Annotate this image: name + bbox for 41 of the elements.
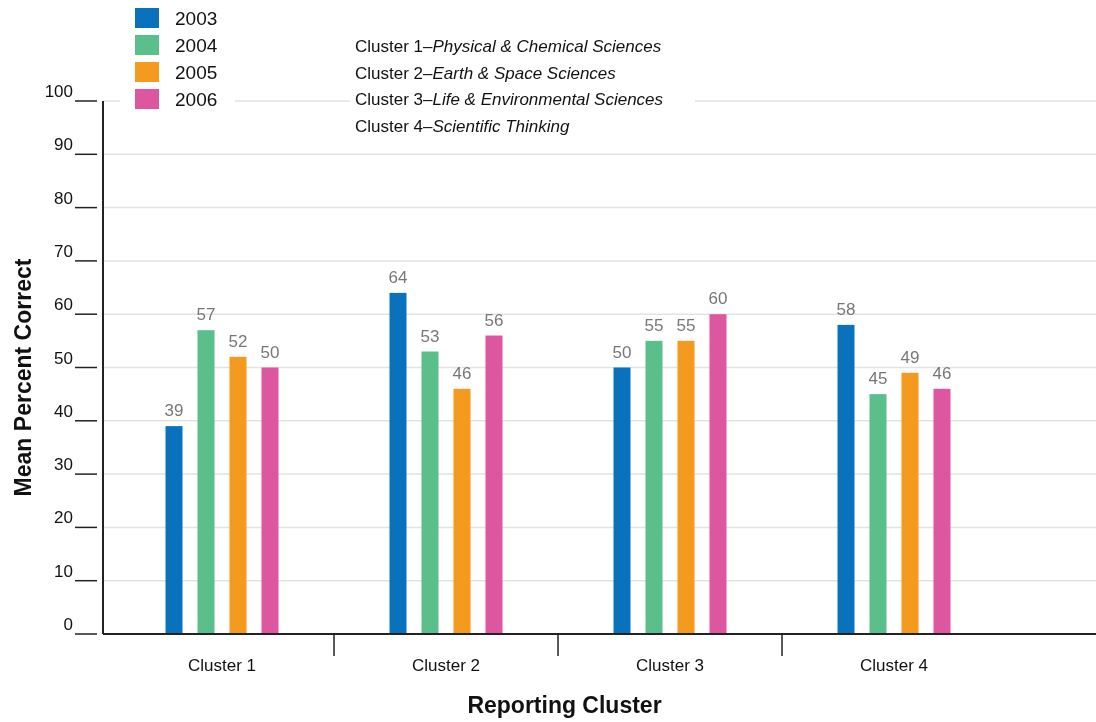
data-label: 57: [196, 305, 216, 325]
text: Cluster 2–Earth & Space Sciences: [355, 63, 617, 83]
y-tick-label: 50: [54, 348, 73, 368]
legend-label: 2004: [175, 35, 218, 56]
data-label: 55: [644, 315, 664, 335]
data-label: 55: [676, 315, 696, 335]
x-axis-title: Reporting Cluster: [467, 692, 662, 718]
data-label: 46: [452, 363, 472, 383]
x-tick-label: Cluster 1: [187, 656, 257, 675]
data-label: 50: [260, 342, 280, 362]
y-tick-label: 100: [44, 82, 73, 101]
data-label: 50: [612, 342, 632, 362]
y-tick-label: 40: [54, 401, 73, 421]
y-tick-label: 10: [54, 561, 73, 581]
legend-label: 2006: [175, 89, 218, 110]
y-tick-label: 90: [54, 135, 73, 155]
y-tick-label: 70: [54, 241, 73, 261]
y-tick-label: 20: [54, 508, 73, 528]
data-label: 56: [484, 310, 504, 330]
y-tick-label: 0: [63, 615, 73, 634]
data-label: 60: [708, 289, 728, 309]
data-label: 53: [420, 326, 440, 346]
data-label: 39: [164, 401, 184, 421]
annotation: Cluster 4–Scientific Thinking: [355, 116, 571, 136]
annotation: Cluster 3–Life & Environmental Sciences: [355, 90, 664, 109]
y-tick-label: 30: [54, 455, 73, 475]
data-label: 64: [388, 267, 408, 287]
data-label: 49: [900, 347, 920, 367]
x-tick-label: Cluster 4: [859, 656, 929, 675]
text: Cluster 1–Physical & Chemical Sciences: [355, 37, 662, 56]
data-label: 58: [836, 299, 856, 319]
x-tick-label: Cluster 2: [411, 656, 481, 675]
data-label: 52: [228, 331, 248, 351]
y-tick-label: 80: [54, 188, 73, 208]
y-tick-label: 60: [54, 295, 73, 315]
data-label: 46: [932, 363, 952, 383]
x-tick-label: Cluster 3: [635, 656, 705, 675]
data-label: 45: [868, 369, 888, 389]
y-axis-title: Mean Percent Correct: [10, 258, 36, 497]
legend-label: 2003: [175, 8, 218, 29]
legend-label: 2005: [175, 62, 218, 83]
